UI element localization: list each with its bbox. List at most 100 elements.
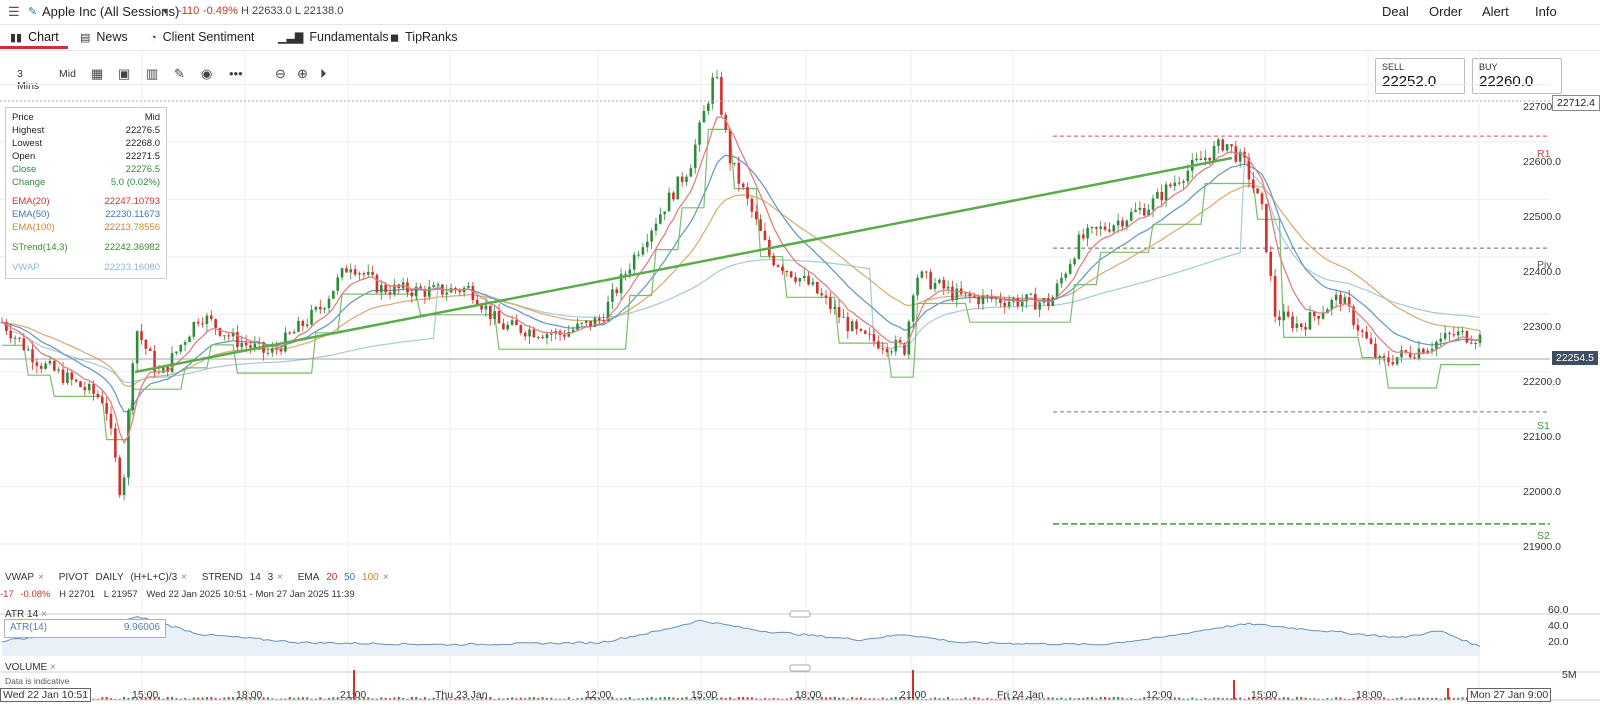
x-label: 15:00 (132, 689, 159, 701)
volume-bar (925, 698, 928, 700)
legend-strend[interactable]: STREND (201, 572, 243, 583)
remove-pivot-icon[interactable]: × (181, 572, 187, 583)
remove-volume-icon[interactable]: × (50, 662, 56, 673)
calculator-icon[interactable]: ▦ (91, 66, 104, 81)
legend-pivot[interactable]: PIVOT (58, 572, 89, 583)
volume-bar (746, 697, 749, 700)
remove-ema-icon[interactable]: × (382, 572, 389, 583)
ema20-path (1, 116, 1481, 445)
price-change: -110 (178, 5, 200, 17)
candle-body (140, 331, 143, 340)
candle-body (467, 285, 470, 288)
info-button[interactable]: Info (1535, 4, 1557, 19)
zoom-out-icon[interactable]: ⊖ (275, 66, 286, 81)
tab-fundamentals[interactable]: ▁▃▇ Fundamentals (278, 30, 389, 44)
volume-bar (127, 697, 130, 700)
candle-body (1029, 293, 1033, 295)
candle-body (1374, 343, 1377, 358)
x-label: 21:00 (340, 689, 367, 701)
candle-body (567, 331, 571, 337)
remove-atr-icon[interactable]: × (40, 609, 47, 620)
hamburger-icon[interactable]: ☰ (8, 4, 20, 19)
candle-body (162, 366, 165, 373)
zoom-in-icon[interactable]: ⊕ (297, 66, 308, 81)
eye-icon[interactable]: ◉ (201, 66, 213, 81)
deal-button[interactable]: Deal (1382, 4, 1409, 19)
volume-bar (171, 696, 174, 700)
candle-body (1304, 327, 1307, 330)
volume-resize-handle[interactable] (789, 664, 811, 672)
volume-bar (733, 698, 736, 700)
volume-bar (842, 697, 845, 700)
volume-bar (611, 696, 614, 700)
candle-body (70, 372, 74, 380)
candle-body (5, 322, 8, 331)
volume-bar (1117, 696, 1120, 700)
tab-chart[interactable]: ▮▮ Chart (10, 30, 59, 44)
more-icon[interactable]: ••• (229, 66, 243, 81)
candle-body (1352, 306, 1355, 326)
tab-client-sentiment[interactable]: ◔ Client Sentiment (150, 30, 255, 44)
atr-resize-handle[interactable] (789, 610, 811, 618)
alert-button[interactable]: Alert (1482, 4, 1509, 19)
candle-body (48, 360, 52, 364)
tab-tipranks[interactable]: ◼ TipRanks (390, 30, 458, 44)
candle-body (619, 274, 623, 294)
candle-body (240, 342, 244, 348)
trendline[interactable] (134, 156, 1233, 374)
candle-body (1435, 341, 1438, 349)
volume-bar (1095, 698, 1098, 700)
candle-body (1404, 350, 1408, 353)
buy-button[interactable]: BUY 22260.0 (1472, 58, 1562, 94)
candle-body (754, 211, 758, 220)
legend-ema[interactable]: EMA (297, 572, 320, 583)
candle-body (44, 363, 47, 369)
price-type-select[interactable]: Mid (59, 68, 76, 80)
pencil-icon[interactable]: ✎ (28, 6, 38, 18)
volume-bar (332, 697, 335, 700)
candle-body (366, 272, 370, 275)
candle-body (1391, 362, 1395, 365)
candle-body (271, 348, 274, 353)
draw-pencil-icon[interactable]: ✎ (174, 66, 185, 81)
candle-body (1156, 191, 1159, 199)
legend-vwap[interactable]: VWAP (5, 572, 35, 583)
candle-body (1007, 301, 1011, 307)
volume-bar (1295, 696, 1298, 700)
volume-bar (615, 698, 618, 700)
order-button[interactable]: Order (1429, 4, 1463, 19)
candle-body (1343, 297, 1347, 305)
candle-body (1182, 181, 1185, 183)
candle-body (153, 350, 156, 372)
volume-bar (467, 697, 470, 700)
volume-bar (253, 697, 256, 700)
x-label: Fri 24 Jan (997, 689, 1044, 701)
sell-button[interactable]: SELL 22252.0 (1375, 58, 1465, 94)
candle-body (824, 295, 828, 298)
volume-bar (1426, 697, 1429, 700)
x-label-start: Wed 22 Jan 10:51 (0, 688, 92, 702)
change-value: 5.0 (0.02%) (110, 177, 160, 188)
indicator-icon[interactable]: ▣ (118, 66, 131, 81)
instrument-name[interactable]: Apple Inc (All Sessions) (42, 4, 180, 19)
candle-body (528, 329, 531, 337)
tab-news[interactable]: ▤ News (80, 30, 128, 44)
volume-bar (349, 697, 352, 700)
candle-body (384, 284, 387, 293)
volume-bar (1069, 697, 1072, 700)
volume-bar (1090, 697, 1093, 700)
candle-body (1151, 198, 1155, 210)
go-to-latest-icon[interactable]: ⏵ (320, 66, 327, 81)
volume-bar (886, 698, 889, 700)
remove-strend-icon[interactable]: × (277, 572, 283, 583)
chevron-down-icon[interactable]: ▼ (161, 6, 170, 16)
chart-type-icon[interactable]: ▥ (146, 66, 159, 81)
volume-bar (515, 698, 518, 700)
interval-select[interactable]: 3 Mins (17, 68, 40, 92)
volume-bar (367, 697, 370, 700)
volume-bar (676, 697, 679, 700)
remove-vwap-icon[interactable]: × (38, 572, 44, 583)
volume-bar (92, 698, 95, 700)
pivot-piv-label: Piv (1537, 259, 1552, 271)
